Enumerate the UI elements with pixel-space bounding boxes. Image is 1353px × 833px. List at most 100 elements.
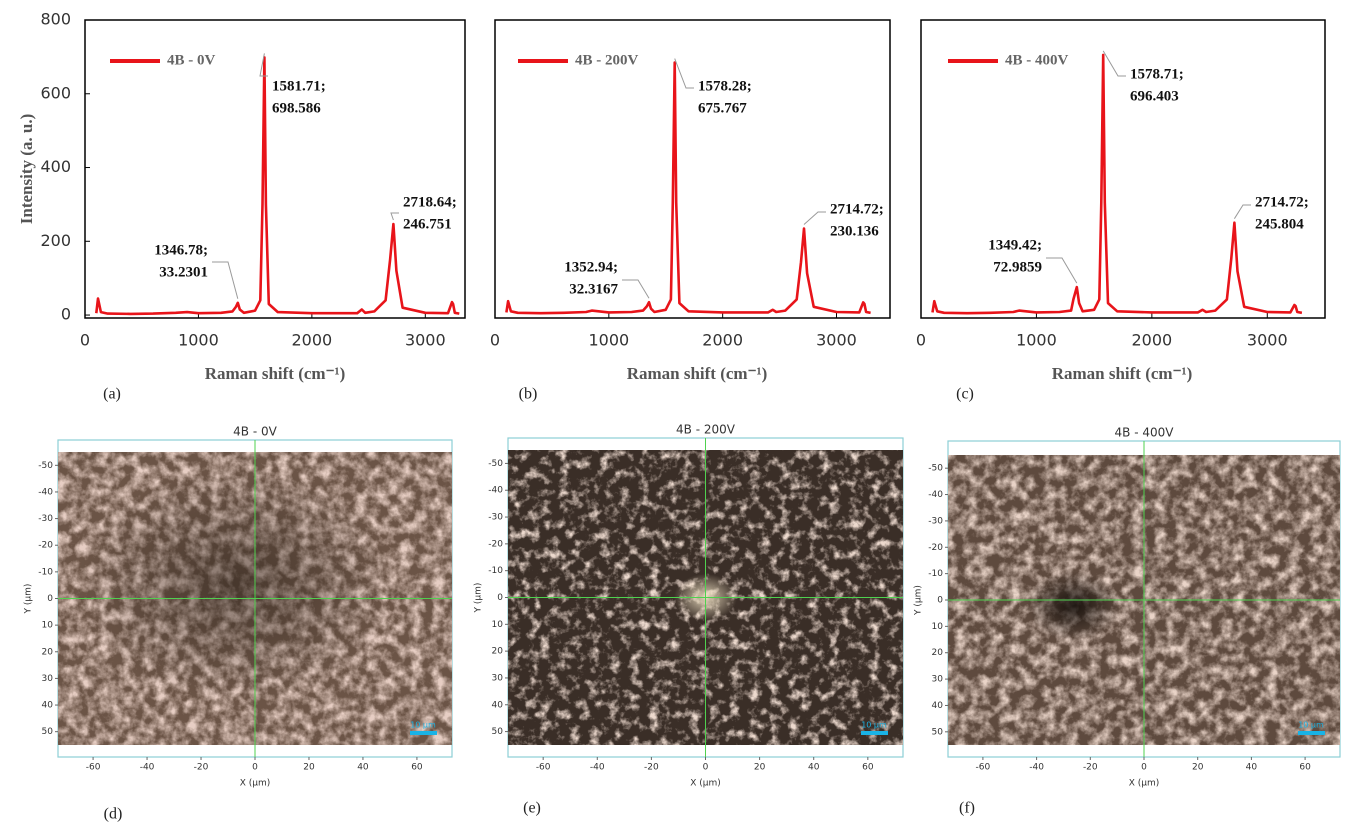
legend-label: 4B - 400V: [1005, 52, 1069, 68]
y-tick-label: 40: [42, 701, 54, 711]
y-tick-label: 400: [40, 157, 71, 176]
annotation-text: 245.804: [1255, 216, 1304, 232]
x-tick-label: 2000: [292, 331, 333, 350]
x-tick-label: -60: [536, 763, 551, 773]
y-tick-label: -10: [928, 569, 943, 579]
annotation-leader: [674, 58, 694, 89]
annotation-text: 1578.28;: [698, 78, 752, 94]
y-tick-label: -40: [38, 487, 53, 497]
annotation-leader: [1102, 50, 1126, 77]
y-tick-label: 0: [61, 305, 71, 324]
x-tick-label: 0: [80, 331, 90, 350]
x-tick-label: 20: [303, 763, 315, 773]
x-tick-label: 40: [357, 763, 369, 773]
x-tick-label: 1000: [1016, 331, 1057, 350]
image-title: 4B - 0V: [233, 425, 277, 439]
y-tick-label: -40: [488, 486, 503, 496]
x-tick-label: -60: [86, 763, 101, 773]
y-tick-label: 20: [932, 648, 944, 658]
x-axis-label: Raman shift (cm⁻¹): [627, 364, 768, 383]
x-tick-label: -60: [976, 763, 991, 773]
annotation-leader: [1046, 257, 1078, 284]
y-tick-label: 30: [42, 674, 54, 684]
x-tick-label: -20: [644, 763, 659, 773]
x-tick-label: -40: [590, 763, 605, 773]
x-tick-label: 3000: [1247, 331, 1288, 350]
y-tick-label: -10: [38, 567, 53, 577]
y-tick-label: 50: [932, 727, 944, 737]
x-tick-label: 60: [411, 763, 423, 773]
spectrum-line: [95, 56, 460, 316]
y-tick-label: -20: [928, 543, 943, 553]
y-tick-label: 30: [932, 675, 944, 685]
y-tick-label: 0: [937, 596, 943, 606]
panel-label: (d): [104, 806, 123, 823]
y-tick-label: -40: [928, 490, 943, 500]
x-tick-label: 60: [862, 763, 874, 773]
annotation-text: 1352.94;: [564, 259, 618, 275]
scale-bar-label: 10 µm: [410, 721, 436, 730]
y-tick-label: -30: [928, 516, 943, 526]
x-tick-label: 40: [808, 763, 820, 773]
annotation-leader: [622, 279, 650, 299]
y-tick-label: 0: [47, 594, 53, 604]
x-tick-label: 0: [703, 763, 709, 773]
panel-label: (f): [959, 800, 975, 817]
annotation-text: 32.3167: [569, 281, 618, 297]
y-tick-label: -20: [38, 541, 53, 551]
x-tick-label: 20: [754, 763, 766, 773]
annotation-leader: [390, 212, 399, 221]
y-axis-label: Y (µm): [24, 584, 34, 615]
annotation-text: 230.136: [830, 223, 879, 239]
annotation-text: 675.767: [698, 100, 747, 116]
x-tick-label: -40: [140, 763, 155, 773]
y-tick-label: 30: [492, 673, 504, 683]
y-tick-label: 20: [492, 647, 504, 657]
x-tick-label: -20: [1083, 763, 1098, 773]
annotation-text: 696.403: [1130, 88, 1179, 104]
x-tick-label: -20: [194, 763, 209, 773]
x-axis-label: Raman shift (cm⁻¹): [1052, 364, 1193, 383]
y-tick-label: 50: [492, 727, 504, 737]
legend-label: 4B - 0V: [167, 52, 216, 68]
plot-frame: [84, 19, 466, 319]
legend-label: 4B - 200V: [575, 52, 639, 68]
x-axis-label: X (µm): [1129, 779, 1160, 789]
y-tick-label: -20: [488, 539, 503, 549]
y-tick-label: -30: [488, 513, 503, 523]
y-tick-label: 800: [40, 10, 71, 29]
image-title: 4B - 400V: [1115, 426, 1175, 440]
y-tick-label: 40: [492, 700, 504, 710]
y-tick-label: 200: [40, 231, 71, 250]
x-tick-label: 0: [1141, 763, 1147, 773]
plot-frame: [494, 19, 891, 319]
scale-bar: [410, 731, 437, 735]
x-tick-label: 20: [1192, 763, 1204, 773]
spectrum-line: [505, 61, 871, 315]
x-tick-label: 2000: [1131, 331, 1172, 350]
annotation-leader: [212, 261, 239, 299]
y-tick-label: 50: [42, 727, 54, 737]
y-tick-label: 10: [42, 621, 54, 631]
y-tick-label: 10: [492, 620, 504, 630]
x-tick-label: 0: [916, 331, 926, 350]
x-tick-label: 2000: [702, 331, 743, 350]
annotation-text: 2718.64;: [403, 194, 457, 210]
annotation-leader: [259, 53, 268, 77]
scale-bar: [1298, 731, 1325, 735]
panel-label: (a): [103, 386, 121, 403]
x-axis-label: X (µm): [690, 779, 721, 789]
y-axis-label: Intensity (a. u.): [17, 114, 36, 225]
annotation-text: 2714.72;: [1255, 194, 1309, 210]
panel-label: (b): [519, 386, 538, 403]
plot-frame: [920, 19, 1326, 319]
x-axis-label: Raman shift (cm⁻¹): [205, 364, 346, 383]
x-tick-label: 40: [1246, 763, 1258, 773]
x-tick-label: -40: [1029, 763, 1044, 773]
x-axis-label: X (µm): [240, 779, 271, 789]
annotation-text: 2714.72;: [830, 201, 884, 217]
x-tick-label: 0: [490, 331, 500, 350]
x-tick-label: 0: [252, 763, 258, 773]
y-axis-label: Y (µm): [914, 585, 924, 616]
annotation-text: 246.751: [403, 216, 452, 232]
